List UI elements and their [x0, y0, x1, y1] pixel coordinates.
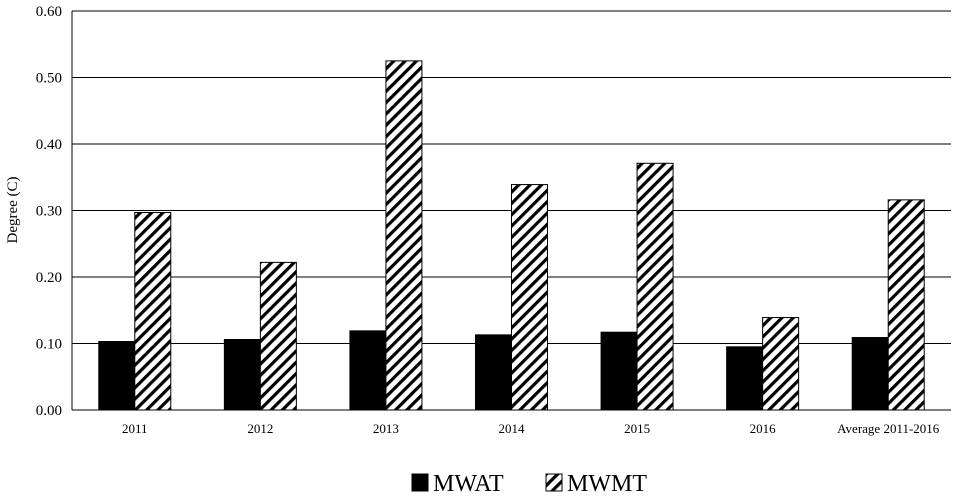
- y-tick-label: 0.60: [36, 4, 62, 20]
- legend-label-mwat: MWAT: [433, 471, 504, 497]
- legend-swatch-mwmt: [545, 473, 563, 492]
- y-tick-label: 0.00: [36, 403, 62, 419]
- bars: [98, 60, 925, 411]
- bar-mwat-0: [98, 341, 136, 411]
- legend-swatch-mwat: [411, 473, 429, 492]
- bar-mwmt-3: [511, 184, 548, 411]
- bar-mwmt-1: [259, 261, 297, 411]
- bar-mwmt-4: [636, 162, 674, 411]
- bar-mwat-4: [600, 331, 638, 411]
- x-tick-label: 2012: [247, 421, 273, 436]
- bar-mwat-3: [475, 334, 512, 411]
- y-tick-label: 0.30: [36, 204, 62, 220]
- legend: MWAT MWMT: [411, 471, 647, 497]
- y-tick-label: 0.50: [36, 71, 62, 87]
- x-tick-label: Average 2011-2016: [837, 421, 940, 436]
- x-tick-label: 2015: [624, 421, 650, 436]
- bar-mwat-5: [726, 346, 764, 411]
- bar-mwmt-2: [385, 60, 423, 411]
- y-axis-ticks: 0.00 0.10 0.20 0.30 0.40 0.50 0.60: [36, 4, 62, 419]
- bar-mwat-6: [851, 337, 889, 411]
- x-tick-label: 2016: [750, 421, 777, 436]
- y-tick-label: 0.20: [36, 270, 62, 286]
- x-axis-labels: 2011 2012 2013 2014 2015 2016 Average 2011-201…: [122, 421, 940, 436]
- bar-mwmt-5: [762, 317, 800, 411]
- legend-label-mwmt: MWMT: [567, 471, 647, 497]
- bar-mwat-1: [223, 339, 261, 411]
- bar-mwat-2: [349, 330, 387, 411]
- y-axis-title: Degree (C): [5, 176, 21, 243]
- bar-mwmt-0: [134, 211, 172, 411]
- y-tick-label: 0.40: [36, 137, 62, 153]
- x-tick-label: 2013: [373, 421, 399, 436]
- y-tick-label: 0.10: [36, 337, 62, 353]
- bar-mwmt-6: [887, 199, 925, 411]
- x-tick-label: 2014: [499, 421, 526, 436]
- x-tick-label: 2011: [122, 421, 148, 436]
